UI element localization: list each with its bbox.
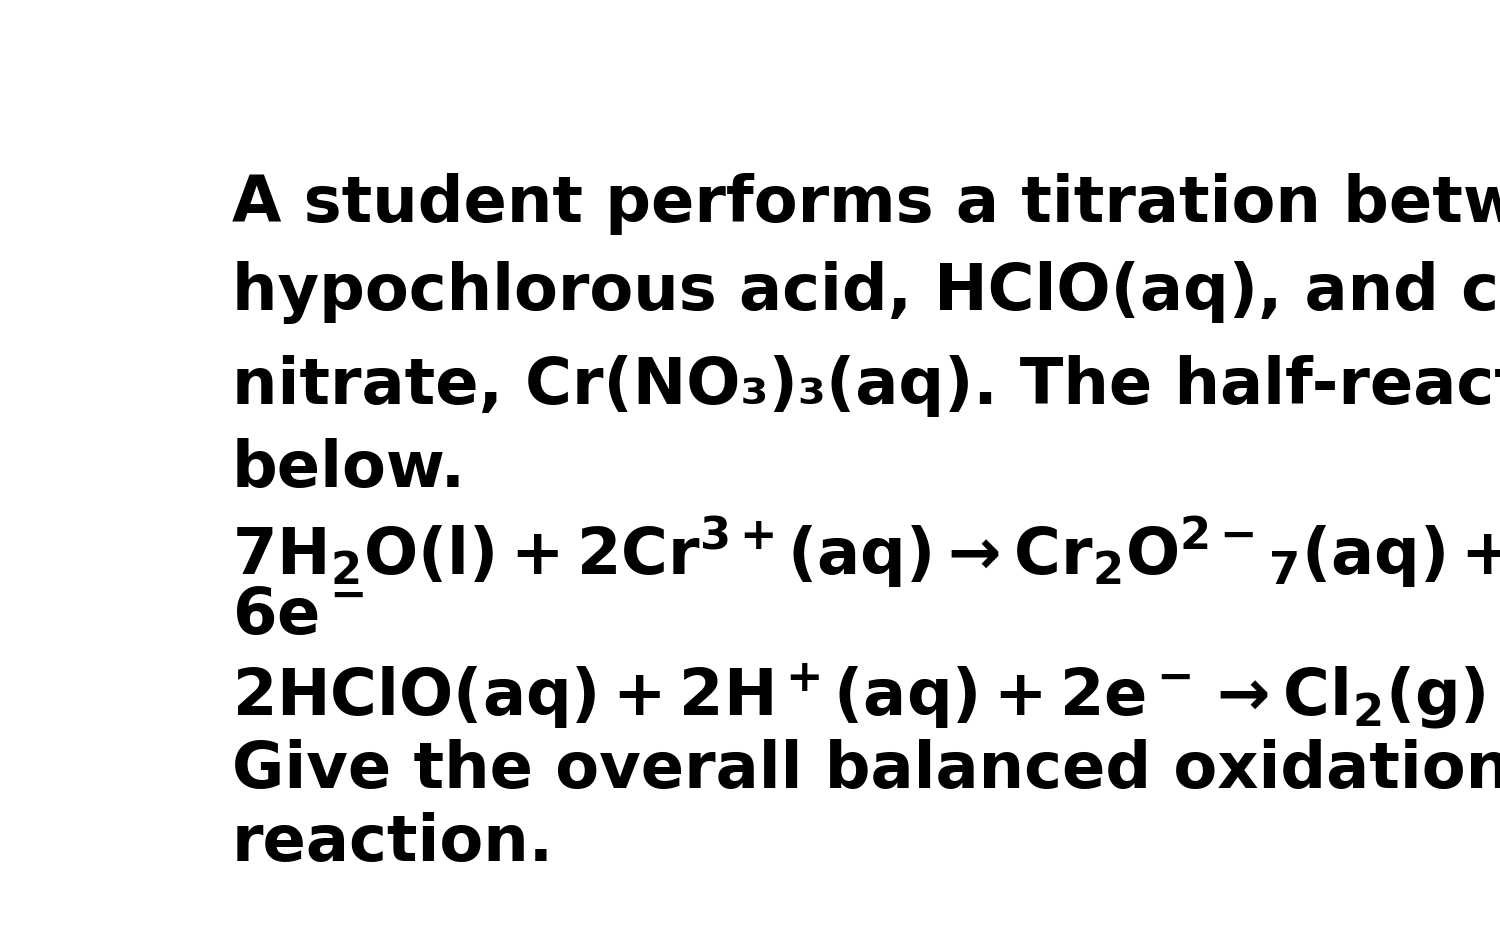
Text: Give the overall balanced oxidation-reduction: Give the overall balanced oxidation-redu… (231, 739, 1500, 801)
Text: $\mathbf{7H_2O(l) + 2Cr^{3+}(aq) \rightarrow Cr_2O^{2-}{}_7(aq) + 14H^+(aq) +}$: $\mathbf{7H_2O(l) + 2Cr^{3+}(aq) \righta… (231, 515, 1500, 590)
Text: nitrate, Cr(NO₃)₃(aq). The half-reactions are given: nitrate, Cr(NO₃)₃(aq). The half-reaction… (231, 355, 1500, 417)
Text: A student performs a titration between 10.0mL of: A student performs a titration between 1… (231, 173, 1500, 235)
Text: $\mathbf{6e^-}$: $\mathbf{6e^-}$ (231, 585, 363, 646)
Text: below.: below. (231, 438, 465, 500)
Text: reaction.: reaction. (231, 812, 554, 874)
Text: hypochlorous acid, HClO(aq), and chromium(III): hypochlorous acid, HClO(aq), and chromiu… (231, 261, 1500, 324)
Text: $\mathbf{2HClO(aq) + 2H^+(aq) + 2e^- \rightarrow Cl_2(g) + 2H_2O(l)}$: $\mathbf{2HClO(aq) + 2H^+(aq) + 2e^- \ri… (231, 662, 1500, 731)
